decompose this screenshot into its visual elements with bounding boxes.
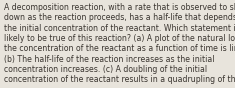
Text: (b) The half-life of the reaction increases as the initial: (b) The half-life of the reaction increa… <box>4 55 215 64</box>
Text: concentration increases. (c) A doubling of the initial: concentration increases. (c) A doubling … <box>4 65 207 74</box>
Text: concentration of the reactant results in a quadrupling of the rate.: concentration of the reactant results in… <box>4 76 235 84</box>
Text: the initial concentration of the reactant. Which statement is most: the initial concentration of the reactan… <box>4 24 235 33</box>
Text: likely to be true of this reaction? (a) A plot of the natural log of: likely to be true of this reaction? (a) … <box>4 34 235 43</box>
Text: A decomposition reaction, with a rate that is observed to slow: A decomposition reaction, with a rate th… <box>4 3 235 12</box>
Text: the concentration of the reactant as a function of time is linear.: the concentration of the reactant as a f… <box>4 44 235 53</box>
Text: down as the reaction proceeds, has a half-life that depends on: down as the reaction proceeds, has a hal… <box>4 13 235 22</box>
